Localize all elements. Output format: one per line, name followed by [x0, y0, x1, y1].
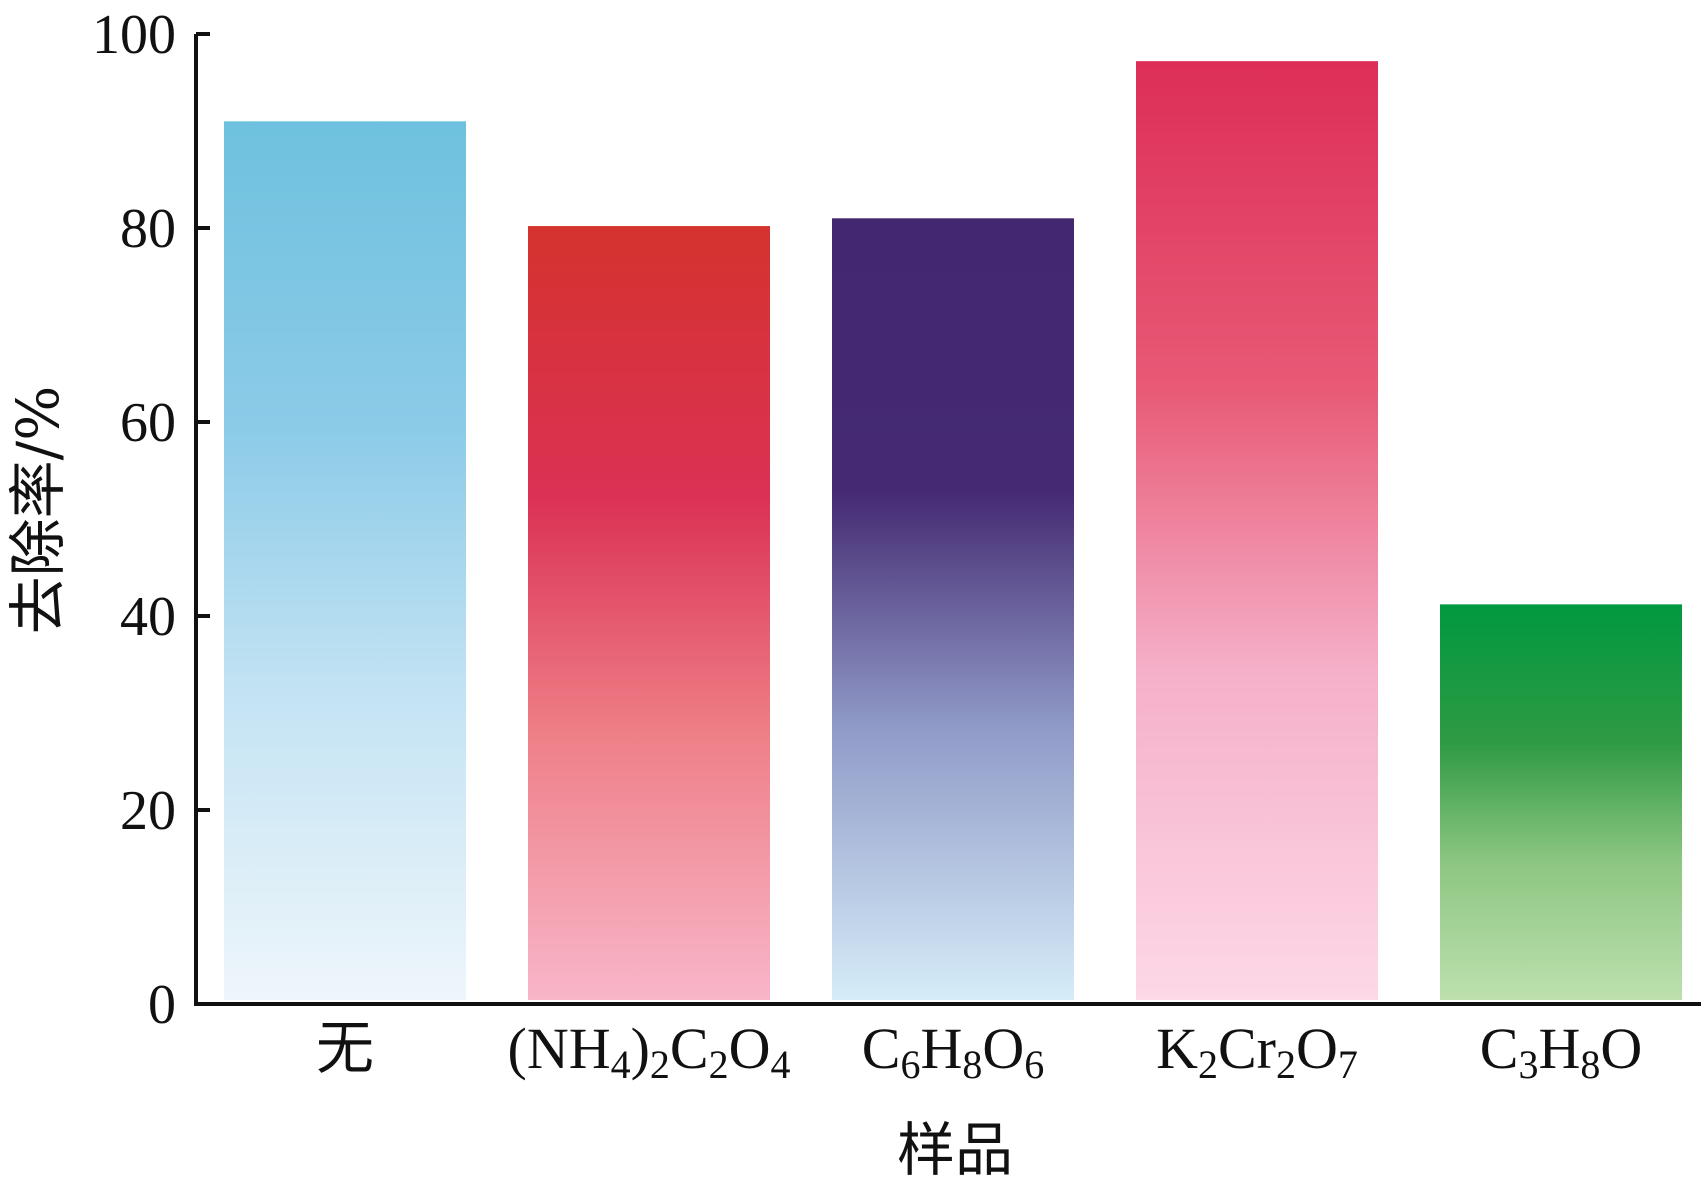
bars-group: [224, 61, 1682, 1001]
y-tick-label: 20: [120, 780, 176, 842]
x-category-label: K2​Cr2​O7​: [1156, 1016, 1358, 1087]
y-tick-label: 100: [92, 4, 176, 66]
x-category-label: C6​H8​O6​: [862, 1016, 1044, 1087]
x-axis-category-labels: 无 (NH4​)2​C2​O4​ C6​H8​O6​ K2​Cr2​O7​ C3​H8​…: [316, 1016, 1642, 1087]
bar-K2Cr2O7: [1136, 61, 1378, 1001]
y-axis-ticks: 0 20 40 60 80 100: [92, 4, 210, 1036]
y-tick-label: 0: [148, 974, 176, 1036]
bar-C3H8O: [1440, 604, 1682, 1000]
x-axis-title: 样品: [897, 1116, 1013, 1181]
bar-无: [224, 121, 466, 1001]
x-category-label: C3​H8​O: [1480, 1016, 1642, 1087]
x-category-label: (NH4​)2​C2​O4​: [508, 1016, 791, 1087]
y-tick-label: 80: [120, 198, 176, 260]
y-tick-label: 60: [120, 392, 176, 454]
y-tick-label: 40: [120, 586, 176, 648]
x-category-label: 无: [316, 1016, 374, 1081]
bar-C6H8O6: [832, 218, 1074, 1001]
bar-(NH4)2C2O4: [528, 226, 770, 1000]
y-axis-title: 去除率/%: [4, 386, 72, 635]
